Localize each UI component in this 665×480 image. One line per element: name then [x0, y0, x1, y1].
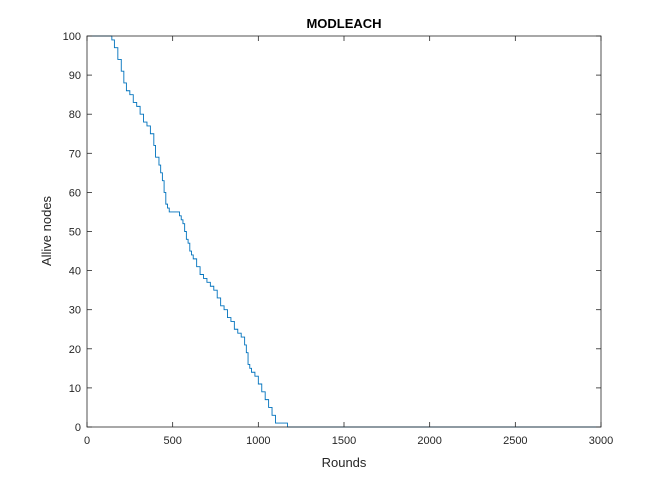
x-tick-label: 3000 [589, 435, 613, 447]
plot-area [86, 35, 602, 428]
x-tick-label: 1500 [332, 435, 356, 447]
y-tick-label: 10 [69, 383, 81, 395]
y-tick-label: 80 [69, 109, 81, 121]
x-axis-ticks: 0 500 1000 1500 2000 2500 3000 [84, 36, 613, 447]
y-axis-ticks: 0 10 20 30 40 50 60 70 80 90 100 [63, 31, 601, 434]
y-tick-label: 90 [69, 70, 81, 82]
y-tick-label: 60 [69, 187, 81, 199]
y-tick-label: 50 [69, 227, 81, 239]
y-tick-label: 100 [63, 31, 81, 43]
series-line [87, 35, 601, 428]
x-tick-label: 2000 [417, 435, 441, 447]
y-tick-label: 30 [69, 305, 81, 317]
x-axis-label: Rounds [322, 455, 367, 470]
y-tick-label: 70 [69, 148, 81, 160]
y-tick-label: 20 [69, 344, 81, 356]
axes-background [87, 36, 601, 427]
x-tick-label: 500 [163, 435, 181, 447]
y-tick-label: 40 [69, 266, 81, 278]
y-axis-label: Allive nodes [39, 195, 54, 266]
chart-title: MODLEACH [306, 16, 381, 31]
x-tick-label: 1000 [246, 435, 270, 447]
y-tick-label: 0 [75, 422, 81, 434]
x-tick-label: 2500 [503, 435, 527, 447]
x-tick-label: 0 [84, 435, 90, 447]
